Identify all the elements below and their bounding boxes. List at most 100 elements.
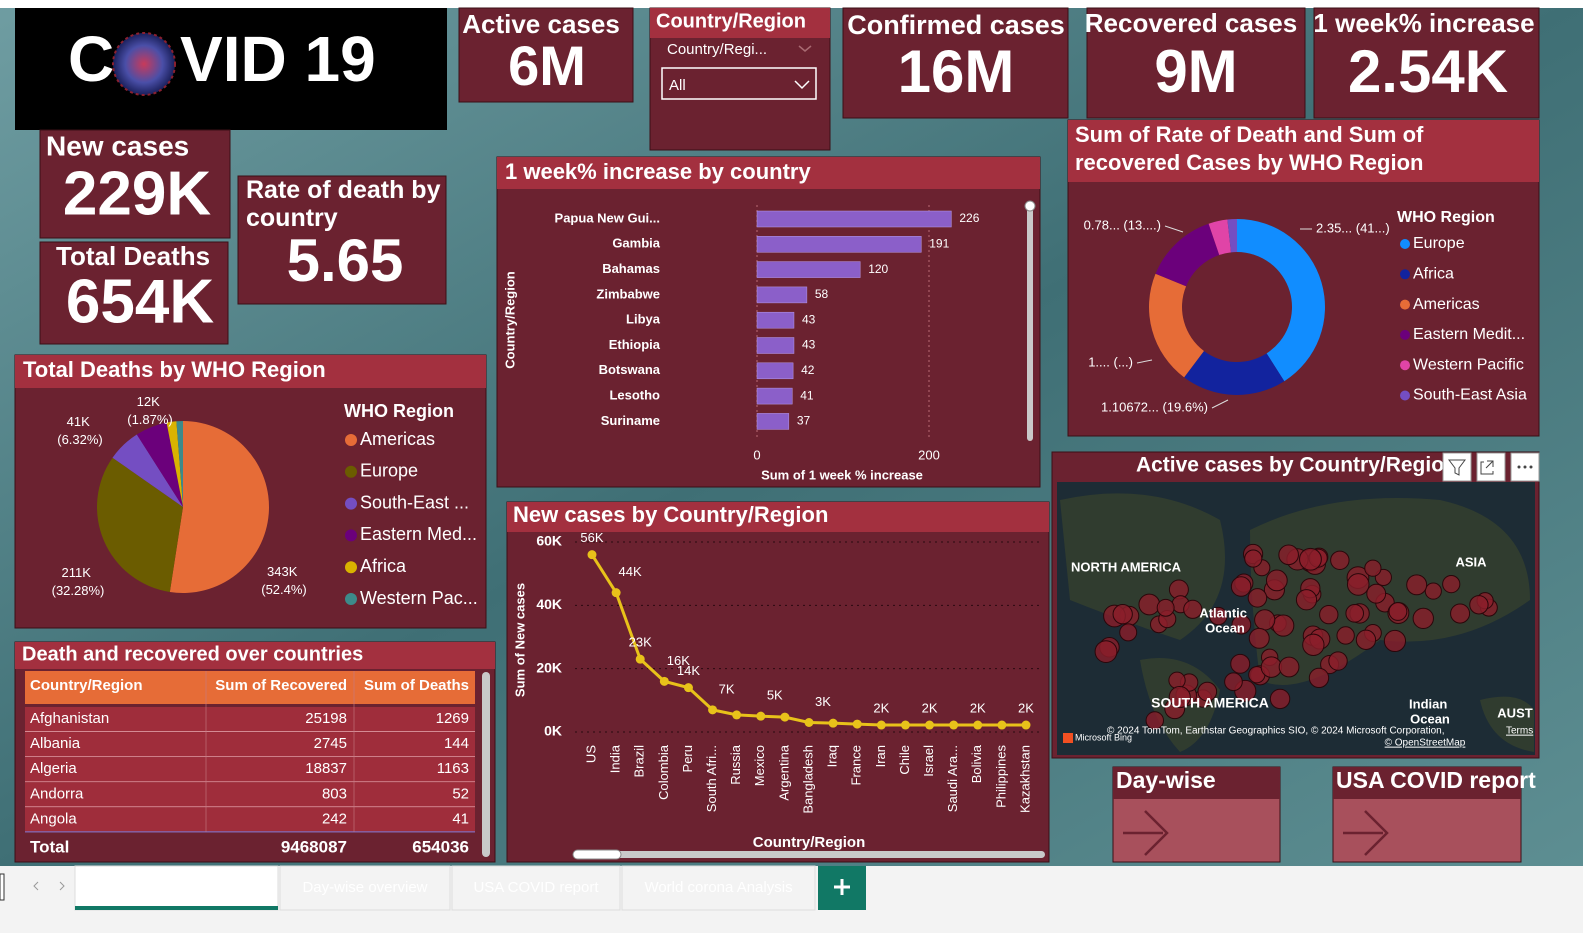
slicer-dropdown[interactable] <box>661 67 817 100</box>
kpi-value: 6M <box>508 34 586 97</box>
table-row <box>25 707 475 732</box>
x-tick-label: Iraq <box>825 745 840 767</box>
nav-button-header <box>1333 767 1521 799</box>
map-bubble <box>1366 583 1387 604</box>
map-bubble <box>1319 604 1339 625</box>
kpi-label: Recovered cases <box>1085 8 1297 38</box>
pie-slice <box>169 421 269 594</box>
y-axis-title: Country/Region <box>502 271 517 369</box>
map-bubble <box>1278 656 1300 678</box>
marker <box>949 720 959 730</box>
virus-icon <box>112 32 176 96</box>
ribbon-label: Share <box>1100 0 1127 7</box>
logo-text: C <box>68 23 114 95</box>
column-header <box>25 671 475 704</box>
slicer-title: Country/Region <box>656 10 806 32</box>
ribbon-label: Queries <box>572 0 607 7</box>
table-row <box>25 782 475 808</box>
y-tick-label: Libya <box>626 312 661 327</box>
bar <box>756 311 795 329</box>
page-tab[interactable] <box>279 865 451 911</box>
scroll-handle <box>572 849 622 860</box>
map-bubble <box>1272 614 1295 637</box>
marker <box>756 711 766 721</box>
data-label: 42 <box>801 363 815 377</box>
page-tab[interactable] <box>451 865 621 911</box>
map-bubble <box>1355 629 1377 650</box>
donut-slice <box>1208 219 1231 255</box>
kpi-card <box>458 7 634 103</box>
data-label: 2K <box>1018 700 1034 715</box>
page-tab-label: World corona Analysis <box>644 879 792 896</box>
column-header-label: Sum of Deaths <box>364 677 469 694</box>
kpi-value: 654K <box>66 267 214 336</box>
table-total: 9468087 <box>281 837 347 856</box>
map-bubble <box>1330 550 1350 571</box>
marker <box>780 712 790 722</box>
x-tick-label: Israel <box>921 745 936 777</box>
chart-title: New cases by Country/Region <box>513 502 828 527</box>
text-line: 211K <box>61 565 94 580</box>
x-tick-label: Chile <box>897 745 912 775</box>
map-bubble <box>1424 582 1442 600</box>
page-tab-label: Country-wise overview <box>101 879 252 896</box>
legend-label: Eastern Medit... <box>1413 326 1525 343</box>
data-label: 16K <box>667 653 690 668</box>
bar <box>756 236 922 253</box>
kpi-label: Rate of death by country <box>246 176 447 232</box>
text-line: recovered Cases by WHO Region <box>1075 150 1423 175</box>
table-cell: Angola <box>30 810 77 827</box>
map-bubble <box>1299 547 1322 571</box>
x-tick-label: South Afri... <box>704 745 719 812</box>
bar <box>756 286 808 304</box>
active-tab-indicator <box>75 906 278 910</box>
data-label: 1.10672... (19.6%) <box>1101 399 1208 414</box>
kpi-card <box>842 7 1069 119</box>
map-label: Atlantic Ocean <box>1199 606 1250 636</box>
marker <box>683 683 693 693</box>
table-cell: Andorra <box>30 785 84 802</box>
nav-button-header <box>1113 767 1280 799</box>
table-total: 654036 <box>412 837 469 856</box>
legend-label: Western Pac... <box>360 588 478 608</box>
more-dot <box>1517 465 1521 469</box>
kpi-value: 5.65 <box>287 227 404 294</box>
legend-label: Western Pacific <box>1413 356 1524 373</box>
map-bubble <box>1119 623 1138 642</box>
map-bubble <box>1388 602 1408 621</box>
kpi-label: 1 week% increase <box>1313 8 1534 38</box>
data-label: 43 <box>802 338 816 352</box>
map-bubble <box>1295 589 1318 611</box>
map-bubble <box>1450 603 1471 624</box>
map-label: SOUTH AMERICA <box>1151 695 1269 711</box>
legend-label: Eastern Med... <box>360 524 477 544</box>
donut-slice <box>1237 219 1326 382</box>
text-line: (1.87%) <box>127 412 173 427</box>
chevron <box>794 80 810 90</box>
x-tick-label: India <box>608 744 623 773</box>
page-tab[interactable] <box>74 865 279 911</box>
y-axis-title: Sum of New cases <box>512 583 527 697</box>
donut-slice <box>1227 219 1237 253</box>
focus-icon <box>1480 460 1494 475</box>
map-bubble <box>1383 629 1407 653</box>
map-bubble <box>1244 549 1263 568</box>
kpi-card <box>237 175 447 305</box>
marker <box>828 718 838 728</box>
map-bubble <box>1265 569 1288 592</box>
bing-logo <box>1063 733 1073 743</box>
kpi-value: 9M <box>1154 38 1237 105</box>
data-label: 43 <box>802 312 816 326</box>
kpi-card <box>1313 7 1540 119</box>
legend-title: WHO Region <box>1397 209 1495 226</box>
table-total: Total <box>30 837 69 856</box>
x-tick-label: Kazakhstan <box>1017 745 1032 813</box>
leader-line <box>1164 225 1184 233</box>
data-label: 7K <box>719 681 735 696</box>
map-bubble <box>1224 672 1243 692</box>
ribbon <box>0 0 1583 8</box>
page-tab[interactable] <box>621 865 816 911</box>
kpi-label: New cases <box>46 130 189 161</box>
chart-title: Sum of Rate of Death and Sum of recovere… <box>1075 122 1429 175</box>
pie-slice <box>166 421 183 507</box>
